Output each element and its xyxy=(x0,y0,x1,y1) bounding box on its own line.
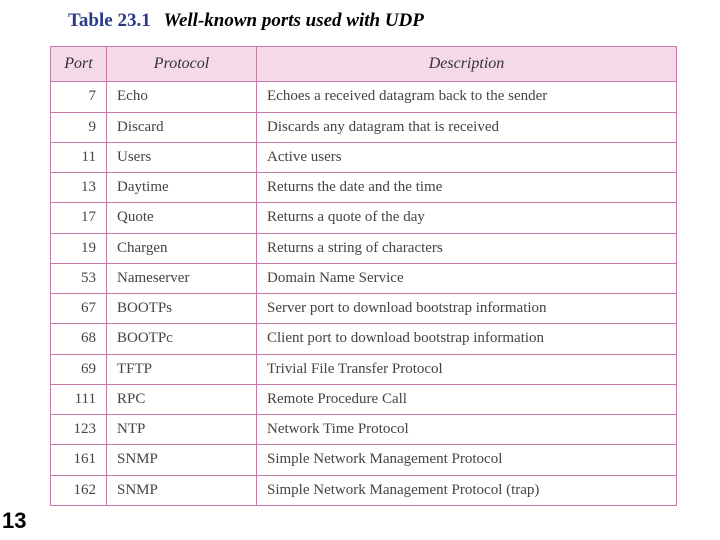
table-row: 17QuoteReturns a quote of the day xyxy=(51,203,677,233)
col-header-description: Description xyxy=(257,47,677,82)
table-caption: Table 23.1 Well-known ports used with UD… xyxy=(68,10,424,32)
col-header-port: Port xyxy=(51,47,107,82)
cell-description: Simple Network Management Protocol xyxy=(257,445,677,475)
cell-protocol: SNMP xyxy=(107,475,257,505)
cell-port: 53 xyxy=(51,263,107,293)
cell-port: 69 xyxy=(51,354,107,384)
table-row: 11UsersActive users xyxy=(51,142,677,172)
cell-port: 13 xyxy=(51,173,107,203)
cell-description: Active users xyxy=(257,142,677,172)
table-row: 7EchoEchoes a received datagram back to … xyxy=(51,82,677,112)
cell-port: 123 xyxy=(51,415,107,445)
col-header-protocol: Protocol xyxy=(107,47,257,82)
cell-protocol: Chargen xyxy=(107,233,257,263)
cell-port: 111 xyxy=(51,384,107,414)
cell-protocol: NTP xyxy=(107,415,257,445)
table-row: 111RPCRemote Procedure Call xyxy=(51,384,677,414)
cell-description: Echoes a received datagram back to the s… xyxy=(257,82,677,112)
table-title: Well-known ports used with UDP xyxy=(163,10,423,31)
table-row: 69TFTPTrivial File Transfer Protocol xyxy=(51,354,677,384)
table-row: 67BOOTPsServer port to download bootstra… xyxy=(51,294,677,324)
cell-port: 17 xyxy=(51,203,107,233)
table-row: 123NTPNetwork Time Protocol xyxy=(51,415,677,445)
cell-description: Discards any datagram that is received xyxy=(257,112,677,142)
cell-protocol: TFTP xyxy=(107,354,257,384)
table-row: 13DaytimeReturns the date and the time xyxy=(51,173,677,203)
cell-port: 11 xyxy=(51,142,107,172)
table-row: 53NameserverDomain Name Service xyxy=(51,263,677,293)
cell-description: Trivial File Transfer Protocol xyxy=(257,354,677,384)
cell-protocol: Daytime xyxy=(107,173,257,203)
cell-description: Domain Name Service xyxy=(257,263,677,293)
table-row: 9DiscardDiscards any datagram that is re… xyxy=(51,112,677,142)
cell-protocol: Users xyxy=(107,142,257,172)
cell-description: Server port to download bootstrap inform… xyxy=(257,294,677,324)
cell-protocol: SNMP xyxy=(107,445,257,475)
cell-description: Returns a string of characters xyxy=(257,233,677,263)
cell-port: 67 xyxy=(51,294,107,324)
cell-protocol: BOOTPs xyxy=(107,294,257,324)
table-row: 161SNMPSimple Network Management Protoco… xyxy=(51,445,677,475)
cell-protocol: Nameserver xyxy=(107,263,257,293)
cell-protocol: Echo xyxy=(107,82,257,112)
cell-description: Remote Procedure Call xyxy=(257,384,677,414)
cell-protocol: Discard xyxy=(107,112,257,142)
slide-number: 13 xyxy=(2,508,26,534)
cell-port: 19 xyxy=(51,233,107,263)
cell-description: Network Time Protocol xyxy=(257,415,677,445)
cell-port: 68 xyxy=(51,324,107,354)
cell-protocol: RPC xyxy=(107,384,257,414)
table-header-row: Port Protocol Description xyxy=(51,47,677,82)
table-row: 19ChargenReturns a string of characters xyxy=(51,233,677,263)
cell-port: 161 xyxy=(51,445,107,475)
cell-protocol: BOOTPc xyxy=(107,324,257,354)
cell-port: 7 xyxy=(51,82,107,112)
table-container: Port Protocol Description 7EchoEchoes a … xyxy=(50,46,676,506)
cell-port: 162 xyxy=(51,475,107,505)
udp-ports-table: Port Protocol Description 7EchoEchoes a … xyxy=(50,46,677,506)
cell-protocol: Quote xyxy=(107,203,257,233)
table-number: Table 23.1 xyxy=(68,10,151,31)
cell-description: Returns the date and the time xyxy=(257,173,677,203)
slide: Table 23.1 Well-known ports used with UD… xyxy=(0,0,720,540)
cell-description: Simple Network Management Protocol (trap… xyxy=(257,475,677,505)
cell-description: Client port to download bootstrap inform… xyxy=(257,324,677,354)
cell-description: Returns a quote of the day xyxy=(257,203,677,233)
table-body: 7EchoEchoes a received datagram back to … xyxy=(51,82,677,506)
cell-port: 9 xyxy=(51,112,107,142)
table-row: 68BOOTPcClient port to download bootstra… xyxy=(51,324,677,354)
table-row: 162SNMPSimple Network Management Protoco… xyxy=(51,475,677,505)
